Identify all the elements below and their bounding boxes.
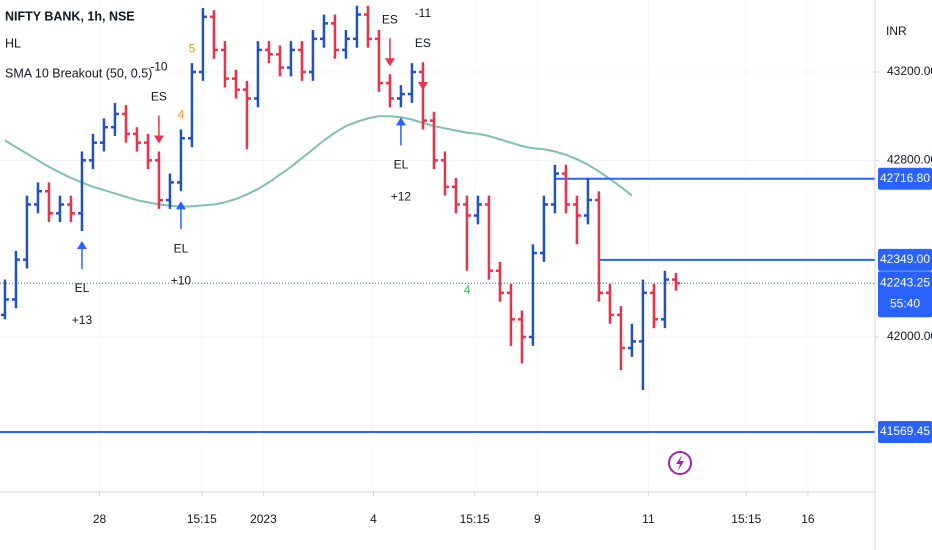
x-tick-label: 2023 <box>250 512 277 526</box>
indicator-label: HL <box>5 36 21 50</box>
x-tick-label: 15:15 <box>731 512 761 526</box>
grid <box>0 71 875 338</box>
plot-area: EL +13 ES -10 EL +10 EL +12 ES ES -11 5 4 4 <box>0 5 875 434</box>
marker-label: 4 <box>464 283 471 297</box>
signal-label: EL <box>174 241 189 255</box>
signal-label: EL <box>75 281 90 295</box>
signal-label: ES <box>382 12 398 26</box>
axes: 42000.00 42800.00 43200.00 28 15:15 2023 4 15:1… <box>93 64 932 526</box>
y-tick-label: 43200.00 <box>887 64 932 78</box>
signal-label: EL <box>394 157 409 171</box>
price-label-box <box>878 421 932 444</box>
signal-label: ES <box>151 90 167 104</box>
x-tick-label: 11 <box>642 512 655 526</box>
y-tick-label: 42000.00 <box>887 329 932 343</box>
indicator-label: SMA 10 Breakout (50, 0.5) <box>5 66 152 80</box>
x-tick-label: 16 <box>801 512 815 526</box>
x-tick-label: 15:15 <box>187 512 217 526</box>
last-price-label: 42243.25 <box>880 275 930 289</box>
signal-arrowhead <box>153 135 164 144</box>
signal-arrowhead <box>384 58 395 67</box>
signal-arrowhead <box>417 82 428 90</box>
price-label-box <box>878 248 932 271</box>
y-tick-label: 42800.00 <box>887 152 932 166</box>
signal-arrowhead <box>395 117 406 126</box>
chart-title: NIFTY BANK, 1h, NSE <box>5 9 135 23</box>
price-label: 42349.00 <box>880 252 930 266</box>
alert-bolt[interactable] <box>676 455 684 471</box>
x-tick-label: 4 <box>370 512 377 526</box>
signal-qty: -10 <box>150 60 168 74</box>
currency-label: INR <box>886 24 907 38</box>
x-tick-label: 28 <box>93 512 107 526</box>
x-tick-label: 15:15 <box>460 512 490 526</box>
signal-arrowhead <box>76 240 87 249</box>
last-price-box <box>878 271 932 318</box>
signal-qty: +12 <box>391 189 412 203</box>
price-label: 41569.45 <box>880 424 930 438</box>
signal-qty: +10 <box>171 273 192 287</box>
x-tick-label: 9 <box>534 512 541 526</box>
price-label: 42716.80 <box>880 171 930 185</box>
signal-qty: -11 <box>415 6 432 20</box>
signal-label: ES <box>415 36 431 50</box>
marker-label: 5 <box>189 41 196 55</box>
alert-icon[interactable] <box>668 451 692 475</box>
marker-label: 4 <box>178 108 185 122</box>
price-label-box <box>878 167 932 190</box>
signal-qty: +13 <box>72 313 93 327</box>
signal-arrowhead <box>175 201 186 210</box>
moving-average <box>4 115 633 208</box>
countdown-label: 55:40 <box>890 296 920 310</box>
